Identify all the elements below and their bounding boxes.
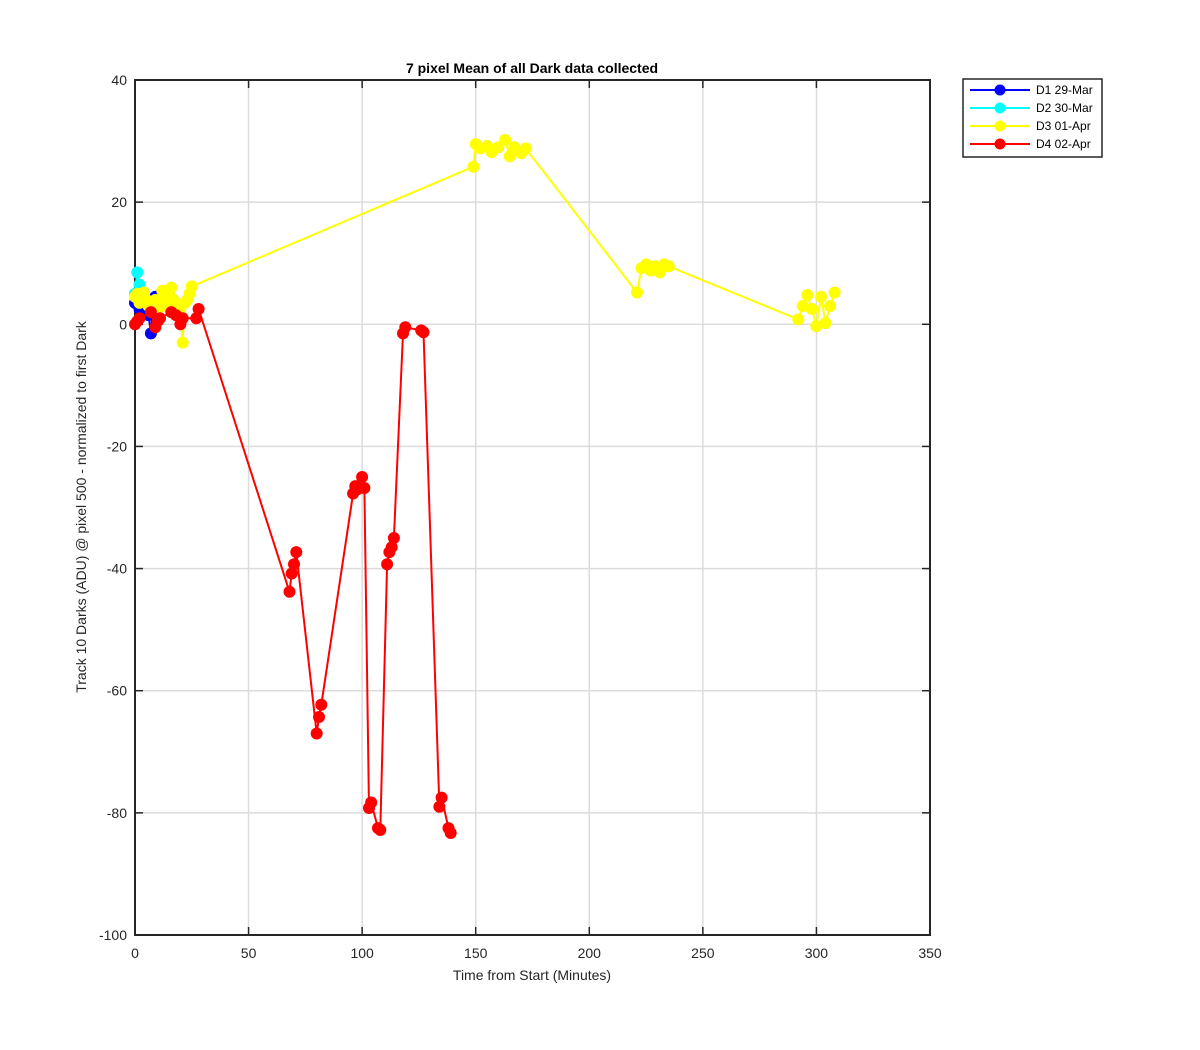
ticks-layer: 0 50 100 150 200 250 300 350 -100 -80 -60 -40 -20 0 20…	[99, 72, 942, 961]
data-point	[399, 321, 412, 334]
legend-label: D1 29-Mar	[1036, 83, 1093, 97]
data-point	[283, 585, 296, 598]
legend-marker	[994, 102, 1006, 114]
data-point	[519, 142, 532, 155]
data-point	[492, 141, 505, 154]
y-axis-label: Track 10 Darks (ADU) @ pixel 500 - norma…	[73, 320, 89, 693]
x-tick-label: 200	[578, 945, 602, 961]
data-point	[144, 306, 157, 319]
data-point	[444, 827, 457, 839]
y-tick-label: 0	[119, 316, 127, 332]
plot-frame	[134, 79, 931, 936]
legend-item: D2 30-Mar	[970, 101, 1093, 115]
legend-marker	[994, 138, 1006, 150]
data-point	[185, 280, 198, 293]
data-point	[828, 286, 841, 299]
grid-layer	[135, 80, 930, 935]
data-point	[387, 532, 400, 544]
data-point	[133, 312, 146, 325]
y-tick-label: -40	[107, 561, 127, 577]
chart-title: 7 pixel Mean of all Dark data collected	[406, 60, 658, 76]
series-line	[134, 137, 836, 343]
data-point	[381, 558, 394, 571]
data-point	[435, 791, 448, 804]
x-axis-label: Time from Start (Minutes)	[453, 967, 611, 983]
x-tick-label: 150	[464, 945, 488, 961]
data-point	[467, 160, 480, 173]
data-point	[499, 133, 512, 146]
data-point	[154, 312, 166, 325]
legend: D1 29-Mar D2 30-Mar D3 01-Apr D4 02-Apr	[962, 78, 1103, 158]
x-tick-label: 50	[241, 945, 257, 961]
data-point	[288, 558, 300, 571]
legend-marker	[994, 84, 1006, 96]
y-tick-label: 20	[111, 194, 127, 210]
legend-item: D3 01-Apr	[970, 119, 1091, 133]
legend-label: D3 01-Apr	[1036, 119, 1091, 133]
data-point	[313, 711, 325, 723]
data-point	[792, 313, 805, 326]
x-tick-label: 250	[691, 945, 715, 961]
y-tick-label: -60	[107, 683, 127, 699]
legend-item: D1 29-Mar	[970, 83, 1093, 97]
data-point	[417, 326, 430, 339]
series-4	[129, 303, 457, 839]
data-point	[358, 482, 371, 494]
data-point	[824, 300, 837, 312]
y-tick-label: -80	[107, 805, 127, 821]
data-point	[356, 471, 369, 483]
data-point	[819, 317, 832, 330]
data-point	[290, 546, 303, 559]
legend-label: D2 30-Mar	[1036, 101, 1093, 115]
data-point	[365, 796, 378, 809]
x-tick-label: 100	[350, 945, 374, 961]
y-tick-label: 40	[111, 72, 127, 88]
legend-marker	[994, 120, 1006, 132]
x-tick-label: 350	[918, 945, 942, 961]
x-tick-label: 0	[131, 945, 139, 961]
data-point	[374, 824, 387, 836]
data-point	[131, 266, 144, 279]
y-tick-label: -100	[99, 927, 127, 943]
series-3	[129, 133, 841, 349]
y-tick-label: -20	[107, 438, 127, 454]
data-point	[310, 727, 323, 740]
x-tick-label: 300	[805, 945, 829, 961]
data-point	[631, 286, 643, 299]
data-point	[176, 336, 189, 349]
data-point	[192, 303, 205, 315]
data-point	[662, 260, 675, 273]
data-point	[805, 303, 818, 315]
data-point	[315, 698, 328, 711]
data-point	[176, 312, 189, 325]
series-layer	[129, 133, 841, 839]
data-point	[165, 281, 178, 294]
legend-item: D4 02-Apr	[970, 137, 1091, 151]
data-point	[815, 290, 827, 303]
legend-label: D4 02-Apr	[1036, 137, 1091, 151]
data-point	[801, 289, 814, 301]
